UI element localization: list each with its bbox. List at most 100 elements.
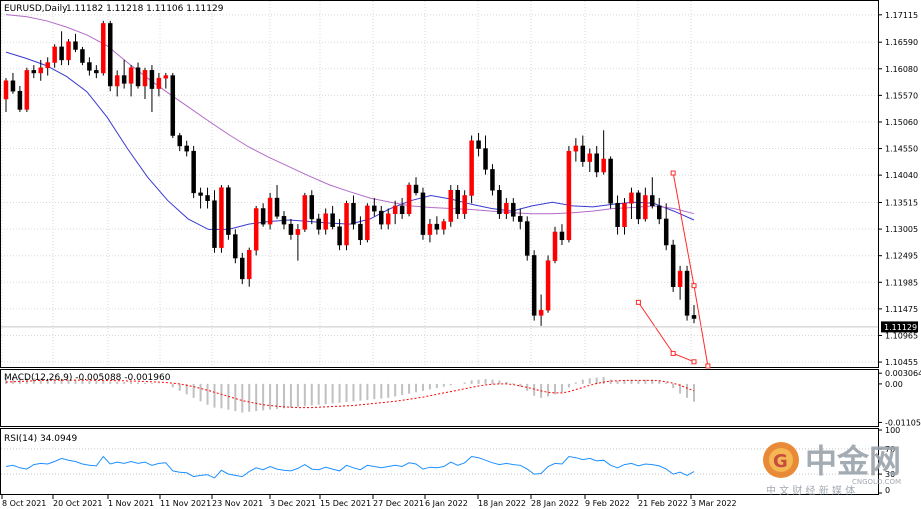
bear-candle	[615, 203, 620, 228]
time-axis: 8 Oct 2021 20 Oct 2021 1 Nov 2021 11 Nov 20…	[1, 495, 737, 508]
bull-candle	[52, 46, 57, 63]
bull-candle	[573, 145, 579, 152]
bull-candle	[427, 223, 433, 235]
macd-tick-label: 0.00	[885, 380, 903, 389]
time-tick-label: 15 Dec 2021	[320, 499, 371, 508]
bull-candle	[302, 195, 308, 230]
moving-average-line	[5, 51, 695, 230]
bull-candle	[365, 205, 370, 241]
time-tick-label: 1 Nov 2021	[108, 499, 154, 508]
bull-candle	[38, 67, 43, 74]
bull-candle	[601, 158, 606, 173]
bear-candle	[358, 223, 363, 241]
bear-candle	[31, 70, 37, 74]
bear-candle	[80, 49, 85, 63]
bull-candle	[246, 249, 252, 280]
time-tick-label: 23 Nov 2021	[212, 499, 263, 508]
time-tick-label: 11 Nov 2021	[160, 499, 211, 508]
bear-candle	[476, 140, 481, 149]
price-axis: 1.17115 1.16590 1.16080 1.15570 1.15060 1.145…	[878, 11, 918, 367]
bear-candle	[191, 150, 196, 194]
bear-candle	[691, 315, 697, 319]
bull-candle	[622, 203, 627, 228]
rsi-indicator: 100 70 30 0	[1, 426, 900, 495]
macd-pane-frame	[0, 369, 879, 427]
trend-line-anchor	[705, 363, 711, 369]
bear-candle	[670, 244, 676, 287]
price-tick-label: 1.11985	[885, 278, 918, 287]
trend-line-anchor	[691, 359, 697, 365]
bear-candle	[121, 75, 127, 84]
bear-candle	[524, 221, 530, 256]
rsi-tick-label: 30	[885, 470, 895, 479]
bull-candle	[643, 195, 648, 220]
cngold-logo-glyph: G	[773, 451, 788, 472]
bear-candle	[531, 255, 537, 316]
rsi-pane-frame	[0, 428, 879, 495]
bull-candle	[101, 23, 106, 74]
time-tick-label: 3 Mar 2022	[691, 499, 737, 508]
bear-candle	[657, 205, 662, 220]
trend-line-anchor	[691, 283, 697, 289]
bull-candle	[323, 213, 328, 230]
bear-candle	[309, 195, 315, 220]
price-tick-label: 1.10455	[885, 358, 918, 367]
bear-candle	[107, 23, 113, 87]
time-tick-label: 21 Feb 2022	[638, 499, 688, 508]
rsi-tick-label: 70	[885, 445, 895, 454]
bull-candle	[142, 70, 148, 87]
macd-header: MACD(12,26,9) -0.005088 -0.001960	[4, 373, 171, 383]
time-tick-label: 28 Jan 2022	[531, 499, 579, 508]
bear-candle	[330, 213, 335, 228]
watermark-domain: CNGOLD.COM	[852, 478, 901, 486]
bear-candle	[379, 210, 384, 225]
bear-candle	[511, 203, 516, 217]
price-tick-label: 1.14040	[885, 171, 918, 180]
bear-candle	[580, 145, 586, 162]
time-tick-label: 9 Feb 2022	[585, 499, 630, 508]
bear-candle	[59, 46, 64, 61]
symbol-header: EURUSD,Daily	[4, 4, 68, 14]
watermark-logo: 中金网	[805, 442, 901, 480]
candles	[3, 20, 697, 326]
macd-tick-label: -0.011058	[885, 418, 921, 427]
bull-candle	[406, 184, 412, 214]
bull-candle	[253, 208, 259, 251]
price-tick-label: 1.12495	[885, 252, 918, 261]
bull-candle	[128, 67, 134, 84]
price-tick-label: 1.15570	[885, 91, 918, 100]
bear-candle	[288, 223, 294, 235]
bear-candle	[372, 205, 377, 212]
price-tick-label: 1.16590	[885, 38, 918, 47]
watermark-slogan: 中 文 财 经 新 媒 体	[766, 484, 855, 497]
bull-candle	[267, 197, 273, 225]
bear-candle	[205, 195, 210, 201]
bear-candle	[316, 218, 321, 230]
bear-candle	[149, 70, 155, 89]
price-tick-label: 1.15060	[885, 118, 918, 127]
bear-candle	[420, 192, 426, 235]
bull-candle	[3, 80, 9, 100]
bear-candle	[518, 216, 523, 222]
bear-candle	[198, 192, 203, 196]
price-tick-label: 1.14550	[885, 145, 918, 154]
trend-line-anchor	[635, 299, 641, 305]
bull-candle	[219, 187, 224, 248]
bull-candle	[469, 140, 474, 196]
bear-candle	[135, 67, 141, 87]
bear-candle	[226, 187, 231, 235]
bear-candle	[281, 216, 287, 225]
last-price-label: 1.11129	[884, 323, 917, 332]
price-tick-label: 1.17115	[885, 11, 918, 20]
bear-candle	[594, 153, 599, 173]
bull-candle	[566, 150, 572, 241]
bull-candle	[24, 70, 30, 110]
bull-candle	[163, 75, 169, 79]
last-price-box	[881, 321, 918, 333]
moving-average-line	[5, 14, 695, 215]
bull-candle	[677, 270, 683, 287]
cngold-watermark: G 中金网 CNGOLD.COM 中 文 财 经 新 媒 体	[763, 442, 901, 497]
cngold-logo-inner	[769, 448, 793, 472]
moving-averages	[5, 14, 695, 230]
